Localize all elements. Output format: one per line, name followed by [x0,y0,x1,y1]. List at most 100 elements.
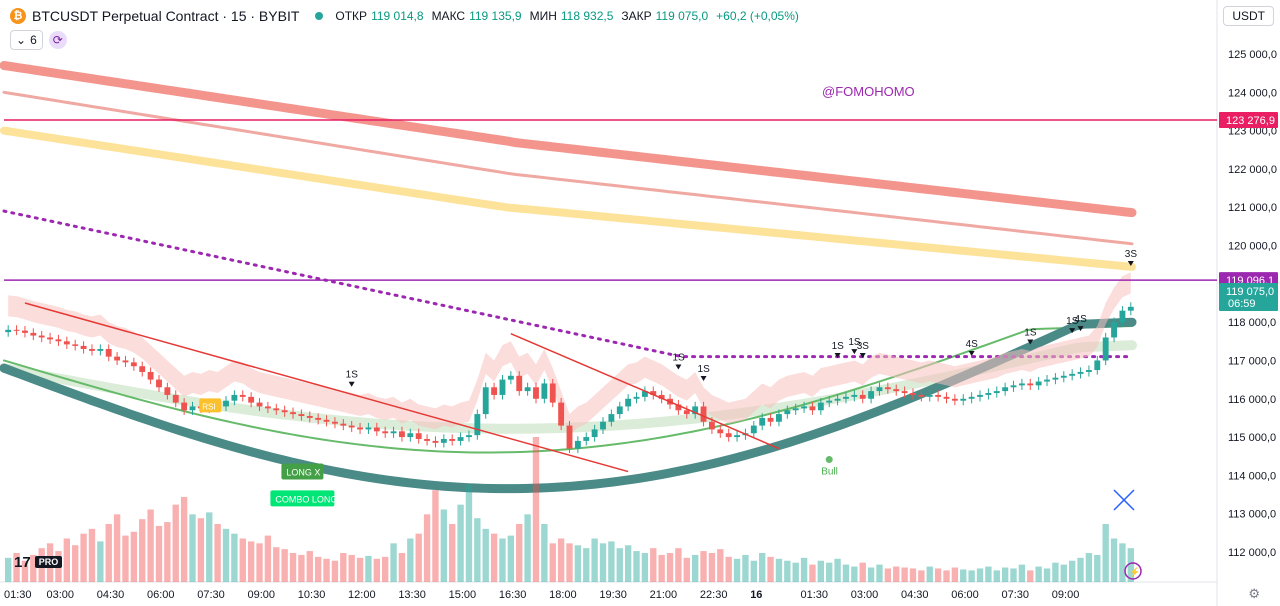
time-tick-label: 04:30 [901,589,929,601]
candle-body [524,387,531,392]
volume-bar [1001,567,1009,582]
price-label-text: 119 075,0 [1226,286,1274,298]
time-tick-label: 19:30 [599,589,627,601]
candle-body [55,339,62,342]
volume-bar [365,555,372,582]
volume-bar [583,548,590,582]
candle-body [901,391,908,394]
candle-body [290,412,296,415]
candle-body [340,423,347,426]
volume-bar [147,509,154,582]
candle-body [1010,385,1017,388]
candle-body [13,329,20,331]
candle-body [759,417,766,426]
volume-bar [800,557,808,582]
price-label-text: 123 276,9 [1226,115,1275,127]
volume-bar [256,543,263,582]
signal-marker-label: 1S [1024,328,1037,339]
candle-body [424,438,431,441]
volume-bar [549,543,556,582]
candle-body [223,400,229,407]
candle-body [63,341,70,345]
volume-bar [750,560,757,582]
candle-body [281,410,288,413]
candle-body [1069,373,1076,376]
settings-icon[interactable]: ⚙ [1248,586,1260,601]
candle-body [1102,337,1109,361]
volume-bar [809,564,816,582]
candle-body [315,417,322,420]
candle-body [457,437,464,441]
candle-body [97,348,104,351]
volume-bar [1018,564,1026,582]
volume-bar [314,556,322,582]
volume-bar [432,490,439,582]
time-tick-label: 01:30 [800,589,828,601]
volume-bar [666,553,674,582]
time-tick-label: 12:00 [348,589,376,601]
volume-bar [373,558,380,582]
candle-body [415,433,422,439]
open-value: 119 014,8 [371,9,424,23]
ma-band-yellow [0,126,1136,271]
sync-icon[interactable]: ⟳ [48,31,67,49]
candle-body [734,435,740,438]
volume-bar [122,535,129,582]
candle-body [817,402,824,411]
change-value: +60,2 (+0,05%) [716,9,799,23]
signal-marker-label: 3S [1125,249,1138,260]
time-tick-label: 16:30 [499,589,527,601]
candle-body [616,406,623,415]
signal-marker-label: 1S [346,370,359,381]
candle-body [985,393,992,395]
candle-body [172,394,179,403]
candle-body [1111,322,1117,338]
candle-body [859,394,866,399]
candle-body [708,421,715,430]
candle-body [1044,379,1050,382]
volume-bar [206,512,213,582]
time-tick-label: 03:00 [46,589,74,601]
candle-body [114,356,121,361]
candle-body [826,400,833,403]
signal-marker-label: 1S [832,341,845,352]
currency-select[interactable]: USDT [1223,6,1274,26]
candle-body [323,419,330,422]
candle-body [440,438,447,443]
ma-band-teal [0,317,1137,494]
volume-bar [1027,570,1034,582]
price-label-box [1219,282,1278,311]
volume-bar [1119,543,1126,582]
volume-bar [1085,553,1093,582]
candle-body [566,425,573,449]
signal-marker-arrow [968,351,975,357]
volume-bar [113,514,121,582]
candle-body [541,383,548,399]
volume-bar [88,528,96,582]
volume-bar [557,538,565,582]
signal-marker-label: 1S [672,352,685,363]
candle-body [507,375,514,380]
volume-bar [867,567,875,582]
candle-body [357,427,363,430]
symbol-title[interactable]: BTCUSDT Perpetual Contract · 15 · BYBIT [32,8,300,24]
candle-body [910,393,916,395]
volume-bar [1094,554,1101,582]
candle-body [692,406,699,415]
indicators-toggle[interactable]: ⌄ 6 [10,30,43,50]
volume-bar [382,556,389,582]
candle-body [893,389,900,392]
volume-bar [5,557,12,582]
rsi-badge [199,398,222,413]
bitcoin-icon: ₿ [10,8,26,24]
candle-body [390,431,397,434]
candle-body [951,398,958,401]
volume-bar [876,564,883,582]
volume-bar [474,518,481,582]
price-label-box [1219,112,1278,129]
rsi-badge-label: RSI [202,402,215,411]
volume-bar [1060,564,1067,582]
long-x-badge [281,463,324,480]
open-label: ОТКР [335,9,368,23]
